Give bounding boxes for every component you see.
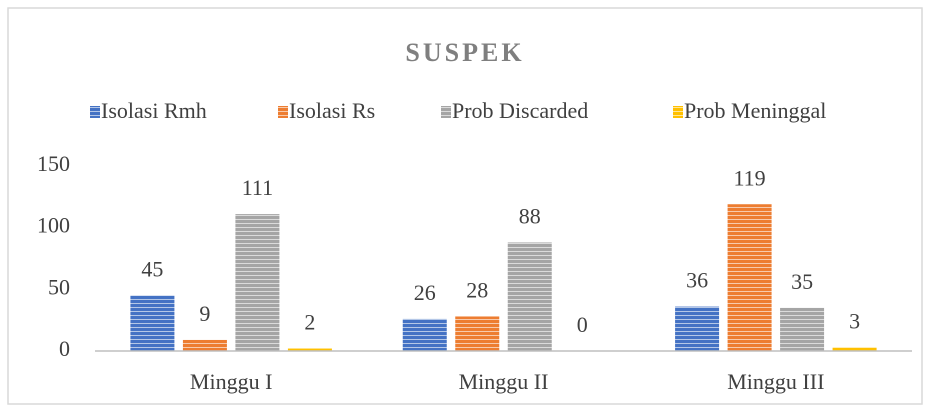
bar [727, 204, 772, 351]
y-tick-label: 50 [48, 274, 70, 299]
legend-label: Isolasi Rmh [101, 98, 207, 123]
data-label: 111 [242, 175, 273, 200]
x-tick-label: Minggu II [459, 369, 549, 394]
data-label: 36 [686, 268, 708, 293]
bar [402, 318, 447, 351]
bar [287, 348, 332, 351]
x-tick-label: Minggu III [727, 369, 824, 394]
bar [130, 295, 175, 351]
data-label: 3 [849, 308, 860, 333]
data-label: 9 [199, 301, 210, 326]
x-tick-label: Minggu I [190, 369, 273, 394]
data-label: 45 [141, 257, 163, 282]
data-label: 0 [577, 312, 588, 337]
legend-label: Prob Meninggal [684, 98, 826, 123]
legend-swatch [278, 106, 288, 118]
legend-label: Prob Discarded [452, 98, 588, 123]
legend-swatch [441, 106, 451, 118]
chart-title: SUSPEK [405, 38, 524, 67]
legend-swatch [673, 106, 683, 118]
bar [507, 242, 552, 351]
bar [780, 307, 825, 351]
data-label: 88 [519, 204, 541, 229]
data-label: 28 [466, 278, 488, 303]
legend-swatch [90, 106, 100, 118]
bar [235, 214, 280, 351]
bar [832, 347, 877, 351]
legend-label: Isolasi Rs [289, 98, 375, 123]
y-tick-label: 0 [59, 336, 70, 361]
data-label: 35 [791, 269, 813, 294]
data-label: 119 [733, 165, 765, 190]
y-tick-label: 150 [37, 151, 70, 176]
y-tick-label: 100 [37, 213, 70, 238]
bar [675, 306, 720, 351]
bar [182, 339, 227, 351]
data-label: 26 [414, 280, 436, 305]
bar [455, 316, 500, 351]
data-label: 2 [304, 310, 315, 335]
